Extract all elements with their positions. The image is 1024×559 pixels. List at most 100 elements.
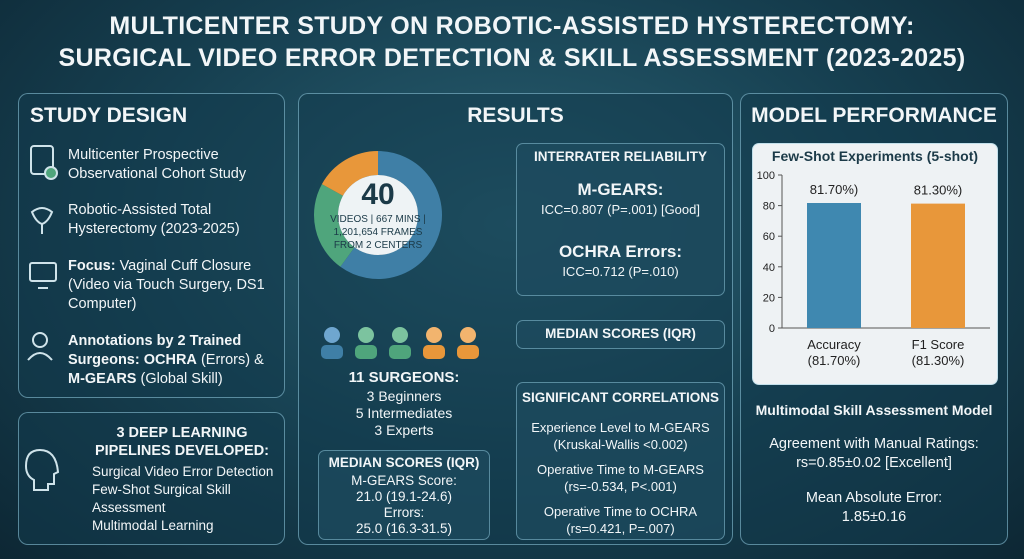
bar bbox=[911, 203, 965, 328]
reliability-label: M-GEARS: bbox=[577, 180, 664, 199]
surgeon bbox=[426, 327, 442, 343]
surgeon bbox=[324, 327, 340, 343]
title-line: SURGICAL VIDEO ERROR DETECTION & SKILL A… bbox=[58, 44, 966, 72]
pipeline-list: Surgical Video Error Detection Few-Shot S… bbox=[92, 463, 282, 535]
chart-title: Few-Shot Experiments (5-shot) bbox=[771, 148, 979, 164]
section-heading: 3 DEEP LEARNING PIPELINES DEVELOPED: bbox=[94, 425, 270, 459]
donut-center-line: FROM 2 CENTERS bbox=[333, 240, 423, 251]
surgeons-line: 3 Experts bbox=[374, 422, 434, 438]
reliability-value: ICC=0.807 (P=.001) [Good] bbox=[541, 202, 700, 217]
title-line: MULTICENTER STUDY ON ROBOTIC-ASSISTED HY… bbox=[109, 12, 915, 40]
median-line: 21.0 (19.1-24.6) bbox=[355, 489, 453, 504]
item-text: (Global Skill) bbox=[140, 371, 223, 387]
pipeline-line: Surgical Video Error Detection bbox=[92, 464, 274, 479]
reliability-label: OCHRA Errors: bbox=[558, 242, 683, 261]
surgeon-icon bbox=[32, 332, 48, 348]
item-text: Vaginal Cuff Closure (Video via Touch Su… bbox=[68, 258, 265, 312]
median-line: Errors: bbox=[383, 505, 425, 520]
interrater-box bbox=[516, 143, 725, 296]
median-box bbox=[516, 320, 725, 349]
y-tick-label: 80 bbox=[763, 201, 775, 213]
surgeon-body bbox=[355, 345, 377, 359]
y-tick-label: 20 bbox=[763, 292, 775, 304]
bar-chart: 0 20 40 60 80 100 81.70%) Accuracy(81.70%) 81.30… bbox=[757, 170, 990, 368]
multimodal-line: Mean Absolute Error: bbox=[805, 490, 943, 506]
x-tick-label: (81.70%) bbox=[808, 353, 861, 368]
x-tick-label: F1 Score bbox=[912, 337, 965, 352]
surgeons-line: 5 Intermediates bbox=[355, 405, 453, 421]
brain-icon bbox=[24, 448, 60, 491]
surgeon-body bbox=[27, 352, 53, 361]
surgeon bbox=[460, 327, 476, 343]
box-heading: SIGNIFICANT CORRELATIONS bbox=[522, 390, 719, 405]
pipelines-panel bbox=[18, 412, 285, 545]
section-heading: RESULTS bbox=[467, 104, 564, 127]
item-text: (Errors) & bbox=[200, 352, 264, 368]
surgeon-body bbox=[457, 345, 479, 359]
surgeon-body bbox=[423, 345, 445, 359]
x-tick-label: (81.30%) bbox=[912, 353, 965, 368]
value-label: 81.70%) bbox=[810, 182, 858, 197]
donut-center: 40 bbox=[361, 178, 395, 211]
surgeons-heading: 11 SURGEONS: bbox=[348, 369, 460, 386]
surgeon-icons bbox=[321, 327, 479, 359]
donut-center-line: 1,201,654 FRAMES bbox=[333, 227, 423, 238]
donut-center-line: VIDEOS | 667 MINS | bbox=[330, 214, 426, 225]
donut-segment bbox=[321, 151, 379, 197]
donut-segment bbox=[340, 151, 442, 279]
y-tick-label: 0 bbox=[769, 323, 775, 335]
median-line: 25.0 (16.3-31.5) bbox=[355, 521, 453, 536]
item-text: Focus: bbox=[68, 258, 116, 274]
title: MULTICENTER STUDY ON ROBOTIC-ASSISTED HY… bbox=[0, 10, 1024, 74]
icon-group bbox=[24, 145, 60, 491]
clipboard-icon bbox=[30, 145, 54, 175]
y-tick-label: 60 bbox=[763, 231, 775, 243]
correlation-line: Operative Time to OCHRA bbox=[543, 504, 698, 519]
correlations-box bbox=[516, 382, 725, 540]
surgeons-line: 3 Beginners bbox=[366, 388, 442, 404]
multimodal-line: 1.85±0.16 bbox=[841, 509, 907, 525]
study-design-panel bbox=[18, 93, 285, 398]
section-heading: STUDY DESIGN bbox=[30, 104, 188, 127]
y-tick-label: 40 bbox=[763, 262, 775, 274]
pipeline-line: Multimodal Learning bbox=[92, 518, 214, 533]
item-text: Robotic-Assisted Total Hysterectomy (202… bbox=[68, 202, 240, 237]
box-heading: INTERRATER RELIABILITY bbox=[534, 149, 707, 164]
item-text: Multicenter Prospective Observational Co… bbox=[68, 147, 247, 182]
correlation-line: (Kruskal-Wallis <0.002) bbox=[553, 437, 688, 452]
bar bbox=[807, 202, 861, 328]
donut-segment bbox=[314, 184, 355, 267]
donut-hole bbox=[338, 175, 418, 255]
reliability-value: ICC=0.712 (P=.010) bbox=[562, 264, 679, 279]
design-item: Annotations by 2 Trained Surgeons: OCHRA… bbox=[68, 332, 276, 389]
box-heading: MEDIAN SCORES (IQR) bbox=[545, 326, 696, 341]
correlation-line: Experience Level to M-GEARS bbox=[531, 420, 710, 435]
surgeon bbox=[392, 327, 408, 343]
median-scores-box bbox=[318, 450, 490, 540]
value-label: 81.30%) bbox=[914, 183, 962, 198]
uterus-icon bbox=[30, 207, 54, 234]
y-tick-label: 100 bbox=[757, 170, 775, 182]
x-tick-label: Accuracy bbox=[807, 337, 861, 352]
multimodal-line: Agreement with Manual Ratings: bbox=[769, 436, 979, 452]
subsection-heading: Multimodal Skill Assessment Model bbox=[755, 402, 993, 418]
median-line: M-GEARS Score: bbox=[351, 473, 457, 488]
donut-chart bbox=[314, 151, 442, 279]
correlation-line: (rs=0.421, P=.007) bbox=[566, 521, 675, 536]
section-heading: MODEL PERFORMANCE bbox=[751, 104, 997, 127]
design-item: Focus: Vaginal Cuff Closure (Video via T… bbox=[68, 257, 276, 314]
design-item: Multicenter Prospective Observational Co… bbox=[68, 146, 276, 184]
correlation-line: (rs=-0.534, P<.001) bbox=[564, 479, 677, 494]
surgeon-body bbox=[389, 345, 411, 359]
design-item: Robotic-Assisted Total Hysterectomy (202… bbox=[68, 201, 276, 239]
surgeon bbox=[358, 327, 374, 343]
check-icon bbox=[44, 166, 58, 180]
item-text: Annotations by 2 Trained Surgeons: OCHRA bbox=[68, 333, 242, 368]
pipeline-line: Few-Shot Surgical Skill Assessment bbox=[92, 482, 231, 515]
correlation-line: Operative Time to M-GEARS bbox=[537, 462, 704, 477]
surgeon-body bbox=[321, 345, 343, 359]
monitor-icon bbox=[29, 262, 57, 282]
box-heading: MEDIAN SCORES (IQR) bbox=[328, 455, 480, 470]
